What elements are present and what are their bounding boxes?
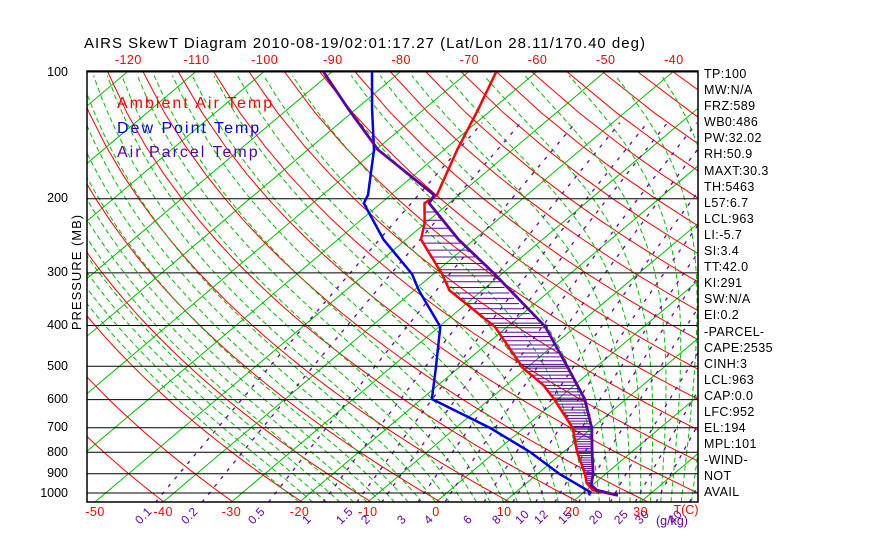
top-temp-tick: -60 [527,53,548,67]
top-temp-tick: -70 [459,53,480,67]
legend-item-0: Ambient Air Temp [117,95,275,112]
page-title: AIRS SkewT Diagram 2010-08-19/02:01:17.2… [84,35,646,52]
stat-line: TP:100 [704,67,747,81]
stat-line: MPL:101 [704,437,757,452]
bottom-temp-tick: -20 [289,505,310,519]
stat-line: SI:3.4 [704,244,740,259]
dry-adiabat-lines [87,71,698,502]
parcel-temp-curve [322,71,619,497]
stat-line: MW:N/A [704,83,753,98]
stat-line: -WIND- [704,453,749,468]
stat-line: L57:6.7 [704,195,749,210]
stat-line: MAXT:30.3 [704,163,769,178]
bottom-temp-tick: 20 [564,505,580,519]
plot-border [86,70,699,503]
bottom-temp-tick: 10 [496,505,512,519]
top-temp-tick: -50 [595,53,616,67]
pressure-tick-label: 700 [47,420,68,435]
stat-line: CINH:3 [704,356,748,371]
stat-line: PW:32.02 [704,131,762,146]
stat-line: RH:50.9 [704,147,753,162]
stat-line: TT:42.0 [704,260,749,275]
pressure-tick-label: 1000 [40,485,68,500]
top-temp-tick: -90 [323,53,343,67]
stat-line: FRZ:589 [704,99,756,114]
top-temp-tick: -100 [251,53,279,67]
mixing-axis-label: (g/kg) [656,514,688,528]
legend-item-1: Dew Point Temp [117,119,262,137]
pressure-tick-label: 600 [47,392,68,407]
stat-line: WB0:486 [704,115,759,130]
pressure-grid-lines [87,71,698,494]
stat-line: LI:-5.7 [704,227,743,242]
stat-line: NOT [704,469,732,484]
top-temp-tick: -110 [183,53,210,67]
stat-line: LCL:963 [704,372,755,387]
stat-line: LCL:963 [704,211,755,226]
pressure-tick-label: 300 [47,265,68,280]
ambient-temp-curve [419,71,619,497]
plot-lines [87,71,698,502]
stat-line: -PARCEL- [704,324,765,339]
pressure-axis-label: PRESSURE (MB) [69,213,84,331]
bottom-temp-tick: -30 [221,505,242,519]
pressure-tick-label: 100 [47,64,68,79]
top-temp-tick: -120 [114,53,142,67]
stats-panel: TP:100 MW:N/A FRZ:589 WB0:486 PW:32.02 RH:50.… [704,66,773,501]
stat-line: AVAIL [704,485,740,500]
top-temp-tick: -80 [391,53,411,67]
stat-line: SW:N/A [704,292,751,307]
stat-line: KI:291 [704,276,743,291]
pressure-tick-label: 400 [47,317,68,332]
dew-point-curve [362,71,592,496]
bottom-temp-tick: 0 [432,505,440,519]
bottom-temp-tick: -50 [85,505,105,519]
pressure-tick-label: 500 [47,358,68,373]
bottom-temp-tick: -40 [153,505,173,519]
moist-adiabat-lines [87,75,698,502]
temp-axis-label: T(C) [673,503,699,517]
pressure-tick-label: 200 [47,191,68,206]
pressure-tick-label: 800 [47,444,68,459]
stat-line: EL:194 [704,421,747,436]
stat-line: CAP:0.0 [704,388,754,403]
stat-line: LFC:952 [704,404,755,419]
bottom-temp-tick: -10 [358,505,378,519]
legend-item-2: Air Parcel Temp [117,144,260,161]
stat-line: EI:0.2 [704,308,740,323]
top-temp-tick: -40 [664,53,684,67]
pressure-tick-label: 900 [47,466,68,481]
stat-line: CAPE:2535 [704,340,773,355]
stat-line: TH:5463 [704,179,755,194]
bottom-temp-tick: 30 [633,505,649,519]
